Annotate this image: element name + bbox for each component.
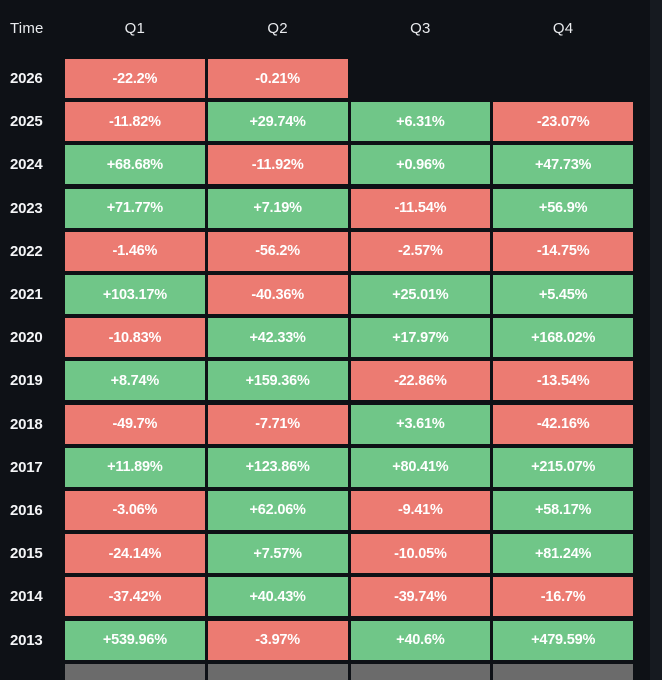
return-cell: -14.75% [493, 231, 633, 271]
return-cell: +479.59% [493, 620, 633, 660]
table-row: 2025 -11.82% +29.74% +6.31% -23.07% [0, 100, 633, 143]
return-cell: +71.77% [65, 188, 205, 228]
row-year-label: 2018 [10, 415, 43, 433]
table-row-partial [0, 662, 633, 680]
return-cell: +8.74% [65, 361, 205, 401]
row-year-label: 2023 [10, 199, 43, 217]
table-row: 2022 -1.46% -56.2% -2.57% -14.75% [0, 230, 633, 273]
partial-row-cell [350, 663, 491, 680]
return-cell: -11.82% [65, 102, 205, 142]
partial-row-cell [65, 663, 205, 680]
row-year-label: 2014 [10, 588, 43, 606]
return-cell: +47.73% [493, 145, 633, 185]
return-cell: +3.61% [350, 404, 491, 444]
return-cell: +159.36% [207, 361, 348, 401]
column-header-q2: Q2 [267, 20, 288, 37]
return-cell: -16.7% [493, 577, 633, 617]
return-cell: +68.68% [65, 145, 205, 185]
return-cell: -49.7% [65, 404, 205, 444]
table-row: 2016 -3.06% +62.06% -9.41% +58.17% [0, 489, 633, 532]
return-cell: -3.97% [207, 620, 348, 660]
partial-row-cell [207, 663, 348, 680]
return-cell: -10.05% [350, 534, 491, 574]
table-row: 2023 +71.77% +7.19% -11.54% +56.9% [0, 187, 633, 230]
return-cell: -13.54% [493, 361, 633, 401]
table-row: 2017 +11.89% +123.86% +80.41% +215.07% [0, 446, 633, 489]
row-year-label: 2026 [10, 70, 43, 88]
return-cell: -37.42% [65, 577, 205, 617]
table-row: 2026 -22.2% -0.21% [0, 57, 633, 100]
empty-cell [493, 59, 633, 98]
return-cell: +7.19% [207, 188, 348, 228]
table-row: 2019 +8.74% +159.36% -22.86% -13.54% [0, 359, 633, 402]
return-cell: +42.33% [207, 318, 348, 358]
return-cell: -7.71% [207, 404, 348, 444]
row-year-label: 2019 [10, 372, 43, 390]
row-year-label: 2013 [10, 631, 43, 649]
empty-cell [351, 59, 491, 98]
table-row: 2018 -49.7% -7.71% +3.61% -42.16% [0, 403, 633, 446]
table-body: 2026 -22.2% -0.21% 2025 -11.82% +29.74% +6.31%… [0, 57, 633, 680]
return-cell: +103.17% [65, 275, 205, 315]
table-row: 2020 -10.83% +42.33% +17.97% +168.02% [0, 316, 633, 359]
return-cell: +56.9% [493, 188, 633, 228]
time-column-header: Time [10, 20, 44, 37]
table-row: 2013 +539.96% -3.97% +40.6% +479.59% [0, 618, 633, 661]
return-cell: -22.2% [65, 59, 205, 99]
return-cell: -2.57% [350, 231, 491, 271]
return-cell: -1.46% [65, 231, 205, 271]
row-year-label: 2024 [10, 156, 43, 174]
return-cell: +29.74% [207, 102, 348, 142]
column-header-q1: Q1 [124, 20, 146, 37]
row-year-label: 2020 [10, 329, 43, 347]
row-year-label: 2022 [10, 242, 43, 260]
column-header-q4: Q4 [552, 20, 574, 37]
return-cell: +17.97% [350, 318, 491, 358]
return-cell: -22.86% [350, 361, 491, 401]
table-header: Time Q1 Q2 Q3 Q4 [0, 0, 633, 57]
return-cell: +7.57% [207, 534, 348, 574]
row-year-label: 2015 [10, 545, 43, 563]
return-cell: -42.16% [493, 404, 633, 444]
partial-row-cell [493, 663, 633, 680]
return-cell: +539.96% [65, 620, 205, 660]
column-header-q3: Q3 [410, 20, 431, 37]
right-edge-strip [650, 0, 662, 680]
table-row: 2015 -24.14% +7.57% -10.05% +81.24% [0, 532, 633, 575]
return-cell: +0.96% [350, 145, 491, 185]
return-cell: -40.36% [207, 275, 348, 315]
return-cell: -10.83% [65, 318, 205, 358]
return-cell: -56.2% [207, 231, 348, 271]
return-cell: +6.31% [350, 102, 491, 142]
return-cell: +5.45% [493, 275, 633, 315]
return-cell: -23.07% [493, 102, 633, 142]
return-cell: +62.06% [207, 490, 348, 530]
quarterly-returns-table: Time Q1 Q2 Q3 Q4 2026 -22.2% -0.21% 2025 -11… [0, 0, 633, 680]
return-cell: -3.06% [65, 490, 205, 530]
row-year-label: 2021 [10, 286, 43, 304]
table-row: 2014 -37.42% +40.43% -39.74% -16.7% [0, 575, 633, 618]
return-cell: -0.21% [207, 59, 348, 99]
return-cell: -11.54% [350, 188, 491, 228]
table-row: 2024 +68.68% -11.92% +0.96% +47.73% [0, 143, 633, 186]
return-cell: +40.43% [207, 577, 348, 617]
return-cell: +11.89% [65, 447, 205, 487]
return-cell: -39.74% [350, 577, 491, 617]
return-cell: +81.24% [493, 534, 633, 574]
return-cell: -24.14% [65, 534, 205, 574]
return-cell: +168.02% [493, 318, 633, 358]
row-year-label: 2016 [10, 501, 43, 519]
table-row: 2021 +103.17% -40.36% +25.01% +5.45% [0, 273, 633, 316]
return-cell: +123.86% [207, 447, 348, 487]
return-cell: +40.6% [350, 620, 491, 660]
return-cell: +58.17% [493, 490, 633, 530]
return-cell: +80.41% [350, 447, 491, 487]
return-cell: -9.41% [350, 490, 491, 530]
row-year-label: 2025 [10, 113, 43, 131]
return-cell: -11.92% [207, 145, 348, 185]
return-cell: +25.01% [350, 275, 491, 315]
row-year-label: 2017 [10, 458, 43, 476]
return-cell: +215.07% [493, 447, 633, 487]
